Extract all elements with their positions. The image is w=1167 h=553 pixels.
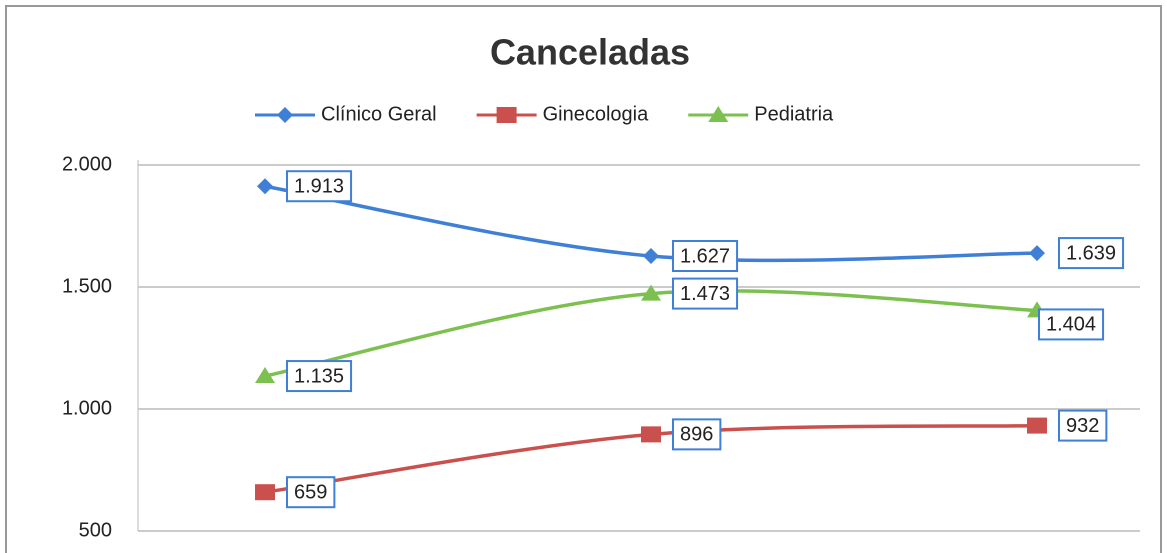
chart-title: Canceladas (490, 32, 690, 73)
y-tick-label: 500 (79, 519, 112, 541)
data-label-box (672, 277, 739, 310)
point-marker (1027, 417, 1047, 434)
data-label: 1.913 (294, 176, 344, 198)
point-marker (255, 367, 275, 384)
data-label-box (1058, 409, 1108, 442)
legend-marker (708, 106, 729, 122)
data-label-box (672, 418, 722, 451)
data-label-box (1058, 237, 1125, 270)
legend-marker (277, 107, 293, 123)
point-marker (641, 284, 661, 301)
data-label: 1.639 (1066, 242, 1116, 264)
data-label: 1.135 (294, 365, 344, 387)
legend-label: Clínico Geral (321, 103, 437, 125)
data-label: 659 (294, 481, 327, 503)
legend-label: Pediatria (754, 103, 834, 125)
data-label-box (1038, 308, 1105, 341)
y-tick-label: 1.500 (62, 275, 112, 297)
data-label: 896 (680, 424, 713, 446)
point-marker (1029, 245, 1045, 262)
data-label: 1.473 (680, 283, 730, 305)
point-marker (643, 248, 659, 265)
point-marker (641, 426, 661, 443)
data-label: 1.627 (680, 245, 730, 267)
chart-frame (5, 5, 1162, 553)
data-label-box (286, 476, 336, 509)
point-marker (257, 178, 273, 195)
data-label: 932 (1066, 415, 1099, 437)
y-tick-label: 1.000 (62, 397, 112, 419)
data-label-box (286, 360, 353, 393)
legend-label: Ginecologia (543, 103, 650, 125)
point-marker (255, 484, 275, 501)
legend-marker (496, 107, 517, 123)
data-label: 1.404 (1046, 314, 1096, 336)
data-label-box (672, 240, 739, 273)
data-label-box (286, 170, 353, 203)
y-tick-label: 2.000 (62, 153, 112, 175)
